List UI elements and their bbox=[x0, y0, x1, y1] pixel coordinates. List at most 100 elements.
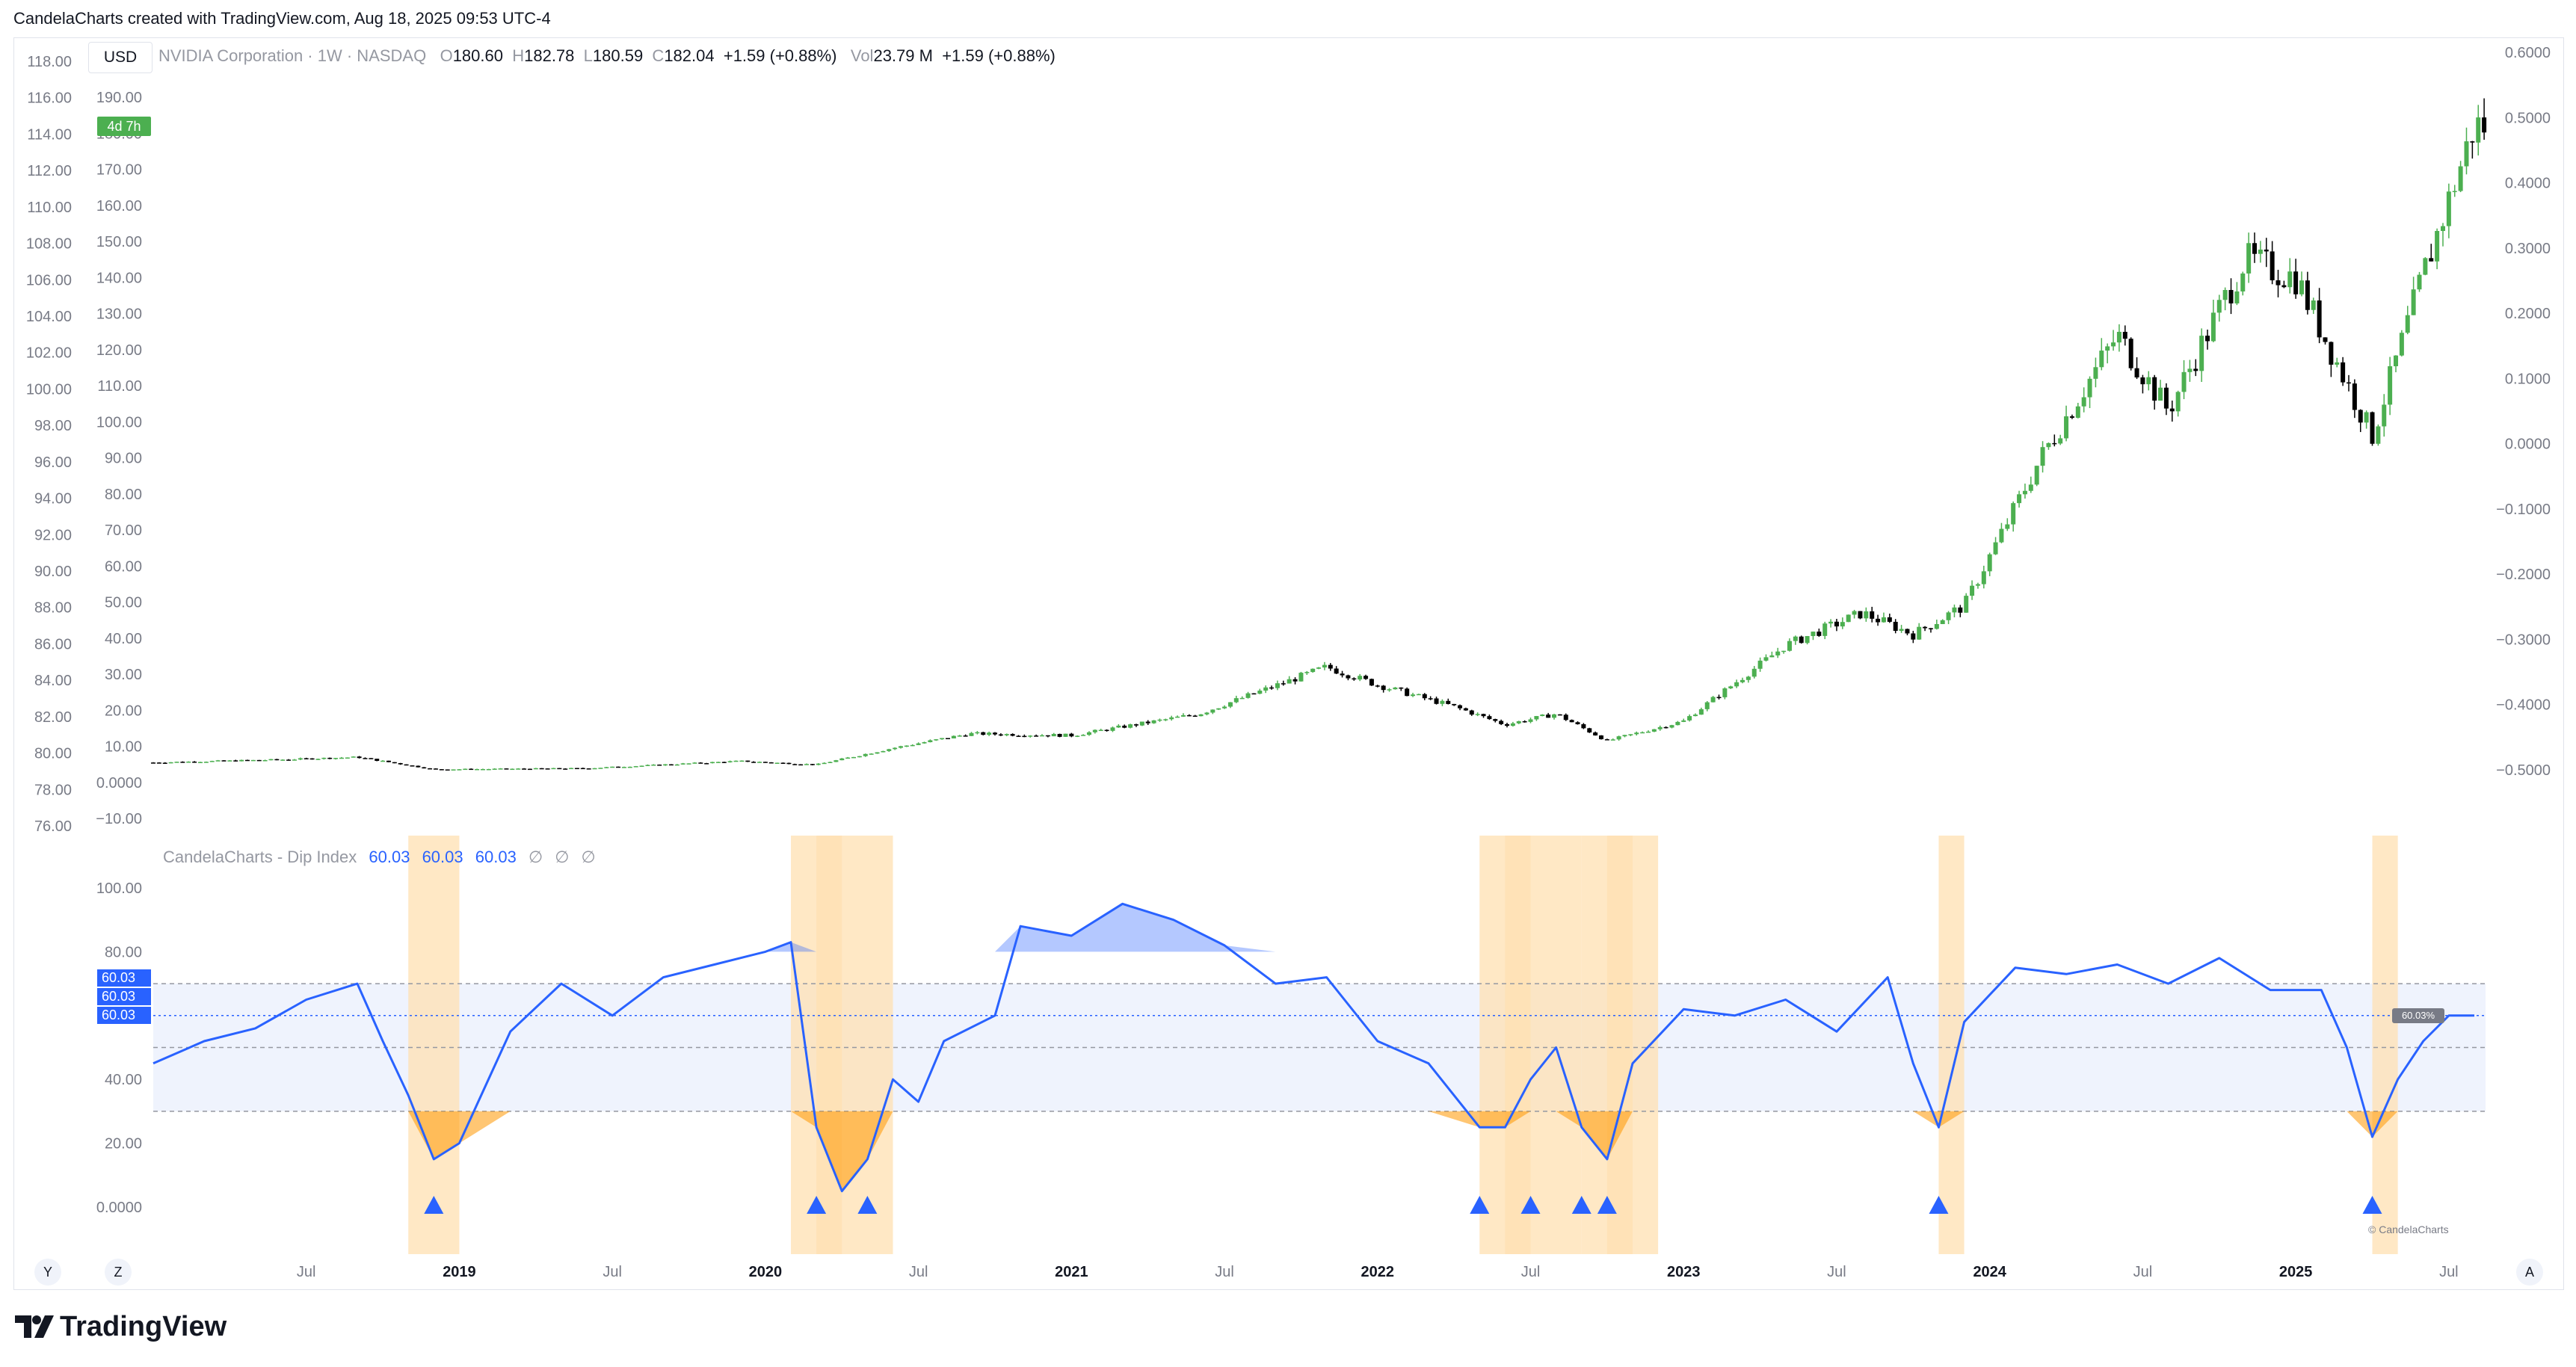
time-tick-label: 2024 bbox=[1973, 1264, 2006, 1280]
candle-body bbox=[2146, 377, 2151, 385]
price-tick-label: 120.00 bbox=[96, 342, 142, 359]
right-scale-tick-label: −0.4000 bbox=[2496, 697, 2551, 714]
candle-body bbox=[327, 757, 333, 759]
candle-body bbox=[1822, 623, 1828, 636]
candle-body bbox=[2258, 249, 2263, 254]
candle-body bbox=[710, 762, 715, 764]
outer-scale-tick-label: 104.00 bbox=[26, 309, 72, 325]
change-value: +1.59 (+0.88%) bbox=[723, 46, 837, 65]
candle-body bbox=[2252, 243, 2258, 254]
symbol-name[interactable]: NVIDIA Corporation · 1W · NASDAQ bbox=[158, 46, 427, 65]
candle-body bbox=[580, 768, 585, 770]
candle-body bbox=[2364, 412, 2369, 423]
candle-body bbox=[822, 762, 827, 765]
candle-body bbox=[463, 768, 468, 771]
candle-body bbox=[1763, 657, 1769, 661]
candle-body bbox=[1233, 698, 1239, 703]
candle-body bbox=[2028, 484, 2033, 491]
candle-body bbox=[492, 768, 497, 770]
candle-body bbox=[745, 760, 751, 762]
candle-body bbox=[1428, 698, 1433, 700]
candle-body bbox=[475, 768, 480, 771]
candle-body bbox=[168, 762, 173, 764]
candle-body bbox=[2105, 346, 2110, 351]
candle-body bbox=[2305, 280, 2310, 310]
candle-body bbox=[1952, 607, 1957, 613]
indicator-legend[interactable]: CandelaCharts - Dip Index 60.03 60.03 60… bbox=[163, 848, 596, 867]
log-scale-button[interactable]: Y bbox=[34, 1259, 61, 1286]
candle-body bbox=[2335, 362, 2340, 365]
indicator-na-2: ∅ bbox=[555, 848, 570, 866]
candle-body bbox=[292, 759, 297, 761]
candle-body bbox=[1287, 679, 1292, 684]
time-tick-label: Jul bbox=[2439, 1264, 2459, 1280]
price-tick-label: 160.00 bbox=[96, 198, 142, 215]
candle-body bbox=[298, 758, 303, 760]
candle-body bbox=[256, 759, 262, 762]
indicator-value-1: 60.03 bbox=[369, 848, 410, 866]
candle-body bbox=[2022, 490, 2027, 495]
indicator-name[interactable]: CandelaCharts - Dip Index bbox=[163, 848, 357, 866]
zoom-button[interactable]: Z bbox=[105, 1259, 132, 1286]
candle-body bbox=[1440, 700, 1445, 704]
candle-body bbox=[303, 758, 309, 759]
candle-body bbox=[1210, 709, 1215, 713]
candle-body bbox=[1593, 732, 1598, 735]
candle-body bbox=[1675, 721, 1680, 726]
candle-body bbox=[2069, 416, 2074, 418]
right-scale-tick-label: 0.0000 bbox=[2505, 436, 2551, 453]
candle-body bbox=[1275, 683, 1280, 688]
price-tick-label: 20.00 bbox=[105, 703, 142, 719]
candle-body bbox=[1334, 668, 1339, 674]
candle-body bbox=[1292, 679, 1298, 682]
candle-body bbox=[1599, 735, 1604, 740]
candle-body bbox=[839, 758, 845, 761]
candle-body bbox=[1328, 664, 1333, 669]
candle-body bbox=[1358, 676, 1363, 680]
candle-body bbox=[1569, 720, 1574, 723]
candle-body bbox=[945, 738, 950, 739]
indicator-value-3: 60.03 bbox=[475, 848, 517, 866]
candle-body bbox=[1887, 617, 1892, 622]
dip-signal-marker bbox=[1597, 1196, 1617, 1214]
level-label: 60.03 bbox=[97, 1007, 151, 1024]
volume-label: Vol bbox=[850, 46, 874, 65]
candle-body bbox=[1716, 697, 1722, 699]
candle-body bbox=[893, 747, 898, 750]
high-label: H bbox=[512, 46, 525, 65]
candle-body bbox=[1022, 735, 1027, 738]
candle-body bbox=[2181, 371, 2187, 392]
candle-body bbox=[1634, 732, 1639, 735]
candle-body bbox=[2341, 362, 2346, 383]
outer-scale-tick-label: 110.00 bbox=[27, 200, 72, 216]
candle-body bbox=[586, 768, 591, 770]
candle-body bbox=[680, 763, 685, 765]
price-tick-label: 10.00 bbox=[105, 739, 142, 756]
auto-scale-button[interactable]: A bbox=[2516, 1259, 2543, 1286]
candle-body bbox=[2128, 339, 2133, 368]
candle-body bbox=[633, 766, 638, 768]
candle-body bbox=[1864, 611, 1869, 619]
candle-body bbox=[192, 762, 197, 763]
right-scale-tick-label: 0.1000 bbox=[2505, 371, 2551, 387]
oversold-fill bbox=[153, 1111, 2474, 1191]
candle-body bbox=[1563, 715, 1568, 720]
candle-body bbox=[1175, 716, 1180, 718]
indicator-tick-label: 20.00 bbox=[105, 1136, 142, 1152]
dip-signal-marker bbox=[2362, 1196, 2382, 1214]
candle-body bbox=[410, 765, 415, 767]
outer-scale-tick-label: 84.00 bbox=[34, 673, 72, 689]
candle-body bbox=[2193, 368, 2198, 371]
currency-button[interactable]: USD bbox=[88, 42, 152, 73]
candle-body bbox=[1069, 733, 1074, 737]
candle-body bbox=[2169, 408, 2175, 412]
candle-body bbox=[1787, 641, 1792, 651]
candle-body bbox=[621, 767, 626, 768]
candle-body bbox=[1870, 611, 1875, 619]
candle-body bbox=[1016, 735, 1021, 737]
candle-body bbox=[1587, 728, 1592, 732]
candle-body bbox=[1393, 687, 1398, 690]
candle-body bbox=[1010, 734, 1015, 736]
candle-body bbox=[2370, 412, 2375, 444]
